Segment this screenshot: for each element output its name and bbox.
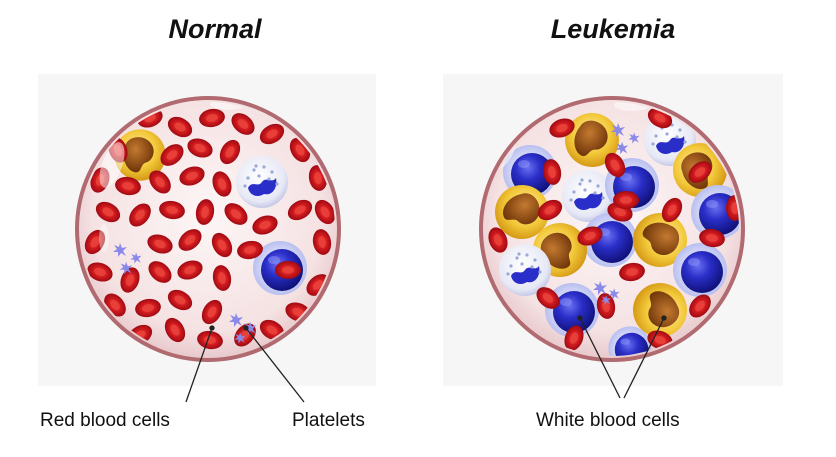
white-blood-cells-label: White blood cells: [536, 410, 680, 431]
platelets-label: Platelets: [292, 410, 365, 431]
red-blood-cells-label: Red blood cells: [40, 410, 170, 431]
white-cells-pointer-1: [579, 317, 621, 399]
red-blood-cells-pointer: [185, 327, 213, 403]
normal-title: Normal: [168, 14, 262, 44]
pointer-lines: [185, 315, 667, 403]
leukemia-blood-sample: [479, 96, 745, 362]
normal-blood-sample: [75, 96, 341, 362]
leukemia-title: Leukemia: [550, 14, 676, 44]
platelets-pointer: [245, 327, 305, 403]
white-cells-pointer-2: [623, 317, 665, 399]
